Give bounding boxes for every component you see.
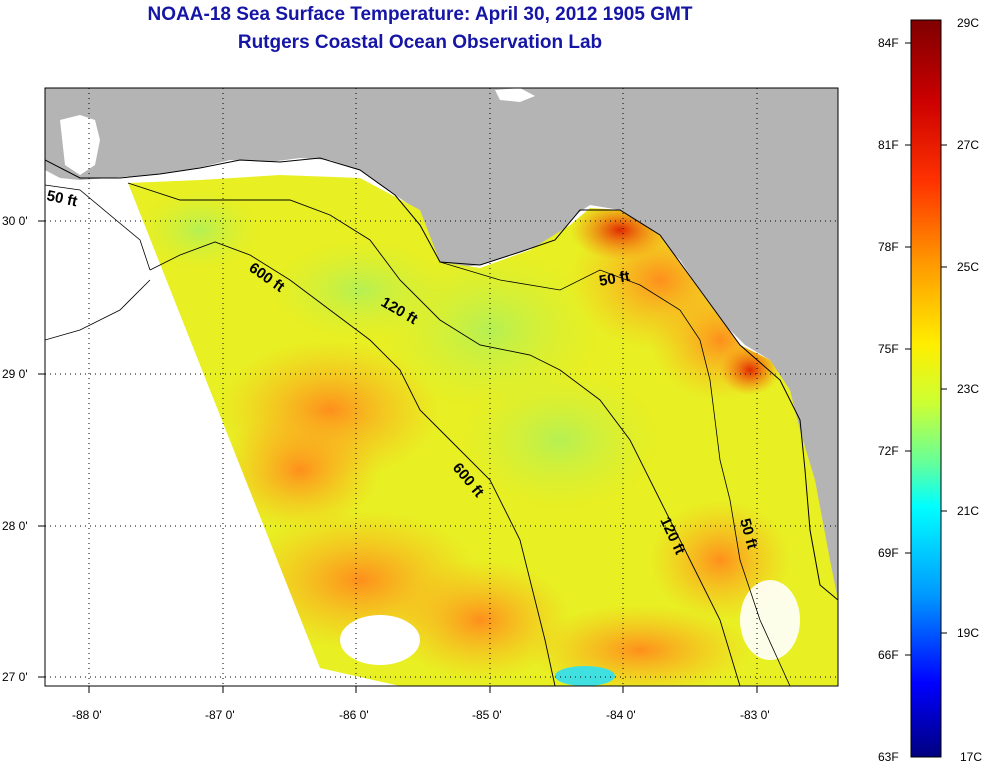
- colorbar-f-label: 72F: [878, 444, 899, 458]
- lat-tick-label: 30 0': [2, 214, 28, 228]
- lon-tick-label: -85 0': [472, 708, 502, 722]
- contour-label: 50 ft: [45, 187, 79, 210]
- lon-tick-label: -88 0': [72, 708, 102, 722]
- colorbar-c-label: 19C: [957, 626, 979, 640]
- lat-tick-label: 27 0': [2, 670, 28, 684]
- lat-tick-label: 29 0': [2, 367, 28, 381]
- colorbar-f-label: 84F: [878, 36, 899, 50]
- lon-tick-label: -87 0': [205, 708, 235, 722]
- lon-tick-label: -86 0': [339, 708, 369, 722]
- colorbar: [910, 19, 942, 758]
- colorbar-f-label: 63F: [878, 750, 899, 764]
- colorbar-f-label: 78F: [878, 240, 899, 254]
- land-mass: [45, 88, 838, 600]
- colorbar-c-label: 25C: [957, 260, 979, 274]
- colorbar-c-label: 23C: [957, 382, 979, 396]
- colorbar-f-label: 69F: [878, 546, 899, 560]
- lat-tick-label: 28 0': [2, 519, 28, 533]
- colorbar-f-label: 66F: [878, 648, 899, 662]
- colorbar-c-label: 27C: [957, 138, 979, 152]
- map-title: NOAA-18 Sea Surface Temperature: April 3…: [147, 4, 693, 25]
- colorbar-f-label: 81F: [878, 138, 899, 152]
- map-subtitle: Rutgers Coastal Ocean Observation Lab: [237, 32, 603, 53]
- sst-swath: [128, 175, 838, 686]
- contour-label: 50 ft: [598, 268, 631, 290]
- colorbar-c-label: 17C: [960, 750, 982, 764]
- lon-tick-label: -84 0': [606, 708, 636, 722]
- lon-tick-label: -83 0': [740, 708, 770, 722]
- colorbar-c-label: 21C: [957, 504, 979, 518]
- colorbar-c-label: 29C: [957, 16, 979, 30]
- graticule: [45, 88, 838, 686]
- colorbar-f-label: 75F: [878, 342, 899, 356]
